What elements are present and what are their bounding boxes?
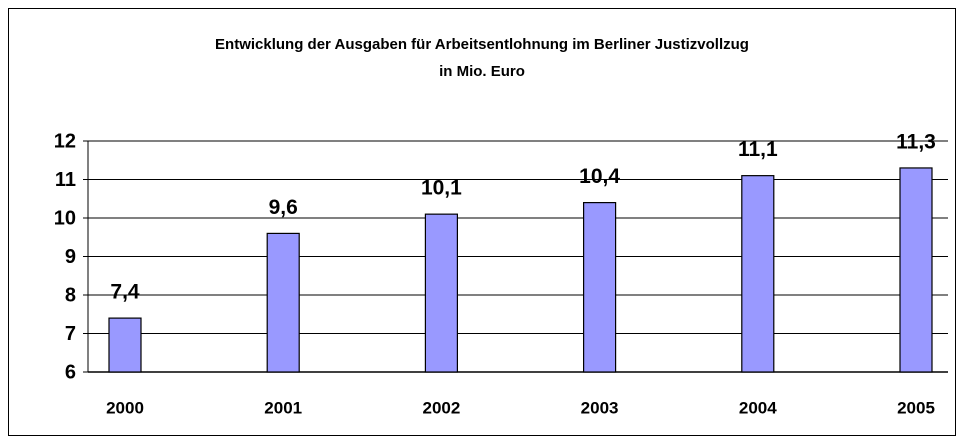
value-label: 9,6	[269, 196, 298, 219]
x-tick-label: 2003	[581, 398, 619, 417]
x-tick-label: 2004	[739, 398, 777, 417]
bar	[899, 167, 933, 373]
y-tick-label: 9	[65, 246, 76, 268]
chart-subtitle: in Mio. Euro	[439, 63, 525, 80]
value-label: 10,1	[421, 177, 462, 200]
x-tick-label: 2001	[264, 398, 302, 417]
x-tick-label: 2002	[422, 398, 460, 417]
bar	[741, 175, 775, 373]
y-tick-label: 10	[54, 207, 76, 229]
y-tick-label: 11	[55, 169, 76, 191]
bar	[266, 232, 300, 373]
y-tick-label: 6	[65, 361, 76, 383]
x-tick-label: 2005	[897, 398, 935, 417]
chart-border	[8, 8, 956, 436]
value-label: 10,4	[579, 165, 620, 188]
chart-title: Entwicklung der Ausgaben für Arbeitsentl…	[215, 36, 749, 53]
y-tick-label: 8	[65, 284, 76, 306]
bar	[424, 213, 458, 373]
value-label: 11,3	[896, 130, 936, 153]
y-tick-label: 7	[65, 323, 76, 345]
bar	[582, 202, 617, 373]
y-tick-label: 12	[54, 130, 76, 152]
value-label: 7,4	[110, 281, 140, 304]
bar	[108, 317, 142, 373]
value-label: 11,1	[738, 138, 778, 161]
x-tick-label: 2000	[106, 398, 144, 417]
